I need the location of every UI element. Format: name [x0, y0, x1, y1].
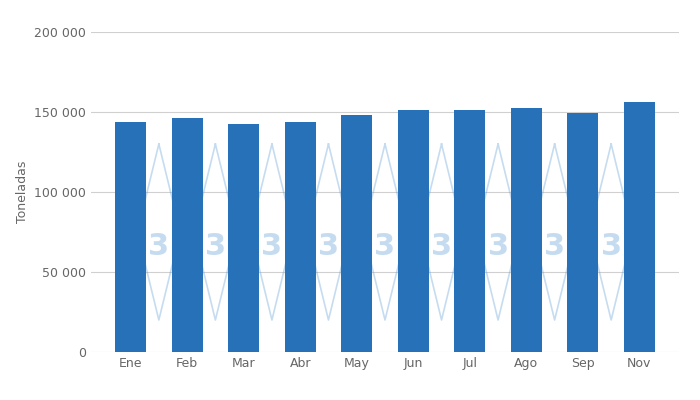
Text: 3: 3	[318, 232, 339, 261]
Y-axis label: Toneladas: Toneladas	[15, 161, 29, 223]
Bar	[511, 108, 542, 352]
Text: 3: 3	[148, 232, 169, 261]
Text: 3: 3	[544, 232, 565, 261]
Bar	[172, 118, 203, 352]
Text: 3: 3	[205, 232, 226, 261]
Bar	[285, 122, 316, 352]
Bar	[454, 110, 485, 352]
Bar	[398, 110, 429, 352]
Bar	[567, 113, 598, 352]
Text: 3: 3	[261, 232, 283, 261]
Text: 3: 3	[601, 232, 622, 261]
Text: 3: 3	[487, 232, 509, 261]
Text: 3: 3	[431, 232, 452, 261]
Text: 3: 3	[374, 232, 395, 261]
Bar	[115, 122, 146, 352]
Bar	[341, 115, 372, 352]
Bar	[624, 102, 655, 352]
Bar	[228, 124, 259, 352]
